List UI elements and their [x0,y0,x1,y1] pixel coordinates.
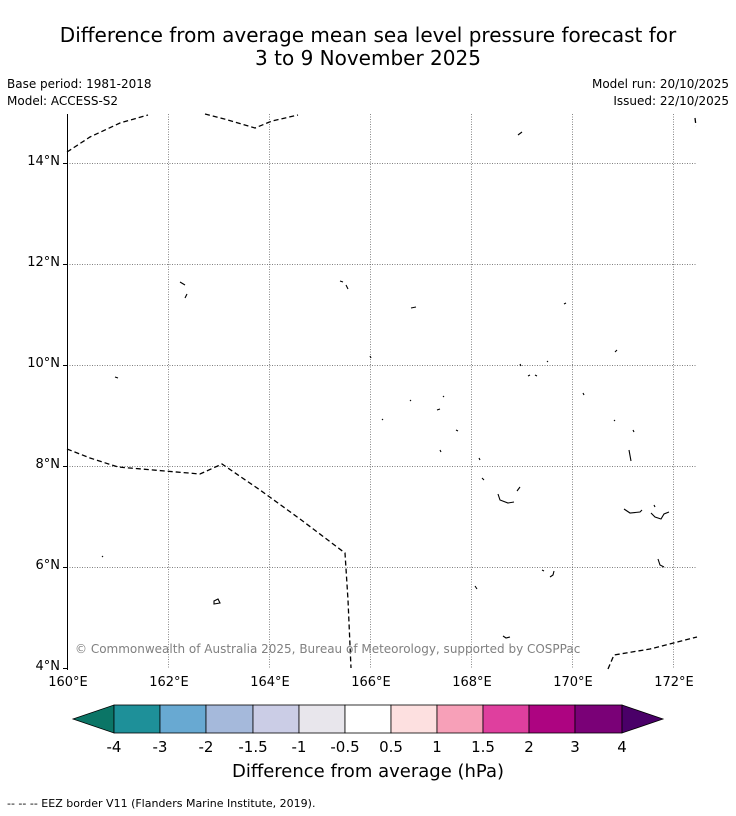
lon-label: 164°E [250,675,290,690]
colorbar-title: Difference from average (hPa) [231,761,505,782]
colorbar-tick-label: 0.5 [379,738,403,756]
eez-border-north-2 [204,113,299,129]
island [497,486,521,504]
island [381,418,616,422]
model-name: Model: ACCESS-S2 [7,94,119,108]
lon-label: 162°E [149,675,189,690]
copyright-notice: © Commonwealth of Australia 2025, Bureau… [75,642,581,656]
base-period: Base period: 1981-2018 [7,77,152,91]
island [409,395,445,402]
colorbar-swatch [298,704,346,734]
title-line-1: Difference from average mean sea level p… [59,23,677,47]
colorbar-tick-label: 1.5 [471,738,495,756]
island [436,408,441,411]
lat-label: 12°N [27,255,60,270]
island [179,281,186,286]
eez-border-ne [694,117,697,127]
island [653,504,656,508]
island [410,306,417,309]
island [614,349,618,353]
colorbar-tick-label: 1 [432,738,442,756]
colorbar-tick-label: 2 [524,738,534,756]
island [582,392,585,396]
colorbar-tick-label: 3 [570,738,580,756]
colorbar-swatch [574,704,623,734]
colorbar-tick-label: -4 [106,738,122,756]
lat-label: 8°N [35,457,61,472]
colorbar-tick-label: -1 [291,738,307,756]
island [184,293,188,299]
island [517,131,523,136]
island [657,558,665,568]
lon-label: 166°E [351,675,391,690]
colorbar-swatch [482,704,530,734]
axis-ticks [63,163,67,669]
colorbar-extend-low [71,704,115,734]
colorbar-tick-label: 4 [617,738,627,756]
colorbar-tick-label: -2 [198,738,214,756]
colorbar-extend-high [621,704,665,734]
colorbar-swatch [159,704,207,734]
lon-label: 172°E [654,675,694,690]
island [519,360,549,367]
island [213,598,221,605]
colorbar-swatch [344,704,392,734]
lon-label: 170°E [553,675,593,690]
island [623,508,670,520]
colorbar-tick-label: -1.5 [238,738,268,756]
island [439,449,632,462]
eez-border-east [607,636,698,670]
eez-borders [66,113,698,670]
title-line-2: 3 to 9 November 2025 [255,46,481,70]
island [339,280,349,290]
colorbar-tick-label: -3 [152,738,168,756]
lat-label: 6°N [35,558,61,573]
island [101,555,104,558]
colorbar-swatch [205,704,254,734]
colorbar-swatch [436,704,484,734]
colorbar-swatch [528,704,576,734]
island [563,302,567,305]
island [114,376,119,379]
island [369,355,372,359]
colorbar-tick-label: -0.5 [330,738,360,756]
eez-footnote: -- -- -- EEZ border V11 (Flanders Marine… [7,797,316,810]
issued-date: Issued: 22/10/2025 [613,94,729,108]
eez-border-north [66,114,149,153]
colorbar-swatch [252,704,300,734]
island [474,585,478,590]
lon-label: 160°E [48,675,88,690]
island [455,429,635,433]
colorbar-swatch [113,704,161,734]
lat-label: 4°N [35,659,61,674]
colorbar [71,704,665,734]
lat-label: 14°N [27,154,60,169]
colorbar-swatch [390,704,438,734]
island [541,569,555,578]
lat-label: 10°N [27,356,60,371]
map-area [67,114,698,670]
lon-label: 168°E [452,675,492,690]
islands [101,131,670,639]
island [527,374,538,377]
model-run: Model run: 20/10/2025 [591,77,729,91]
island [478,457,485,481]
island [502,635,511,639]
